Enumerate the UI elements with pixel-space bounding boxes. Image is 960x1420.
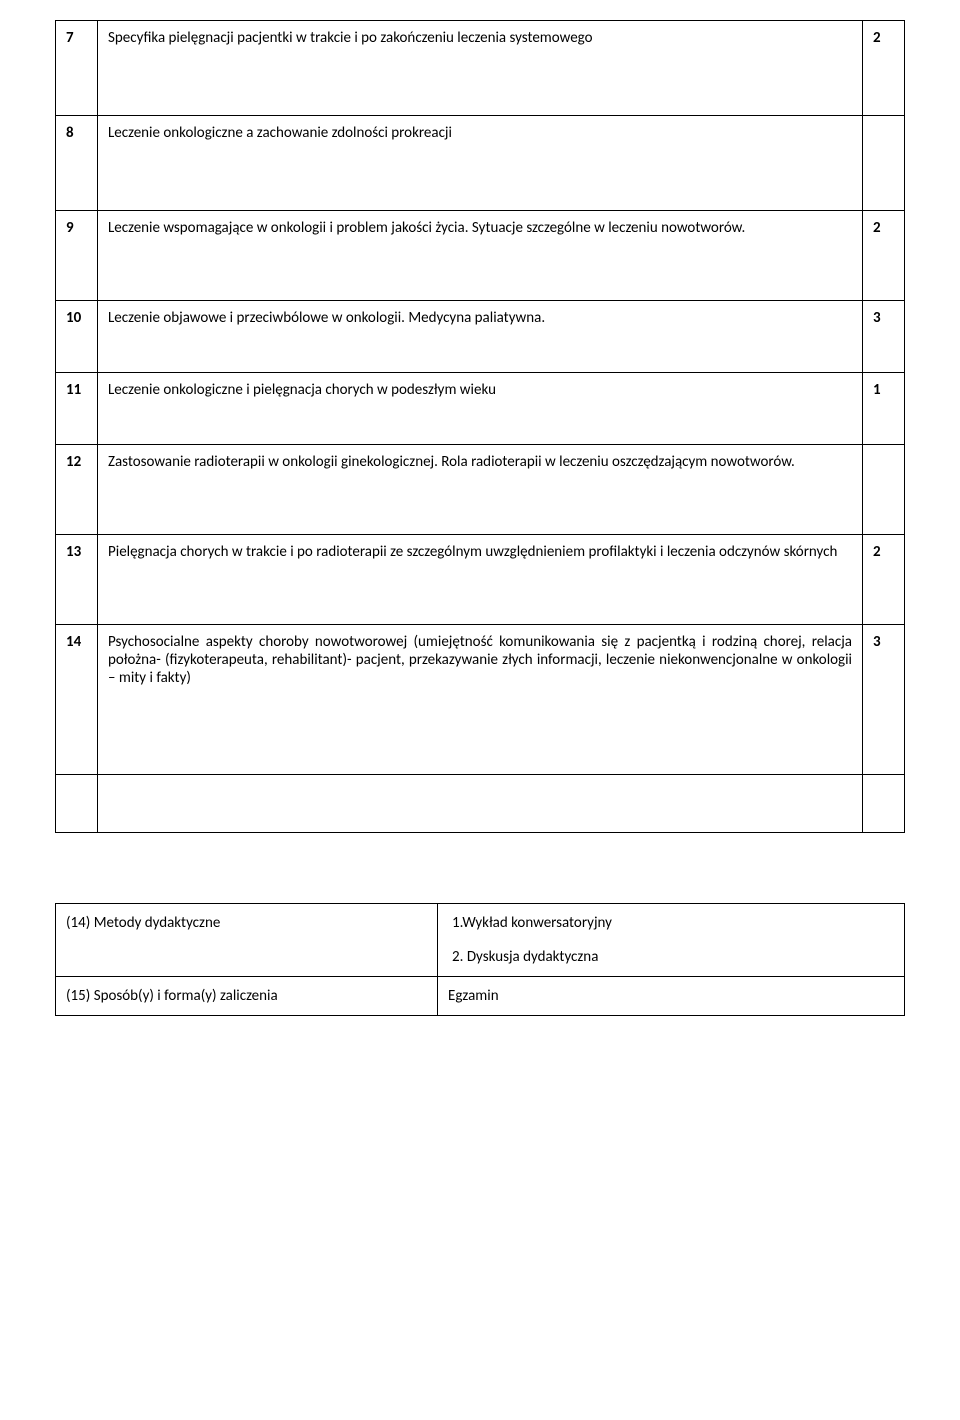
row-description: Zastosowanie radioterapii w onkologii gi… — [98, 445, 863, 535]
row-hours — [863, 775, 905, 833]
row-number: 8 — [56, 116, 98, 211]
row-number: 12 — [56, 445, 98, 535]
table-row: 14 Psychosocialne aspekty choroby nowotw… — [56, 625, 905, 775]
method-line: 1.Wykład konwersatoryjny — [448, 914, 894, 932]
row-number: 10 — [56, 301, 98, 373]
row-description: Leczenie objawowe i przeciwbólowe w onko… — [98, 301, 863, 373]
row-number: 14 — [56, 625, 98, 775]
table-row: 8 Leczenie onkologiczne a zachowanie zdo… — [56, 116, 905, 211]
table-row: 9 Leczenie wspomagające w onkologii i pr… — [56, 211, 905, 301]
row-description: Specyfika pielęgnacji pacjentki w trakci… — [98, 21, 863, 116]
row-number — [56, 775, 98, 833]
methods-value: 1.Wykład konwersatoryjny 2. Dyskusja dyd… — [438, 904, 905, 977]
table-row: 13 Pielęgnacja chorych w trakcie i po ra… — [56, 535, 905, 625]
row-hours — [863, 116, 905, 211]
row-description: Pielęgnacja chorych w trakcie i po radio… — [98, 535, 863, 625]
table-row: 7 Specyfika pielęgnacji pacjentki w trak… — [56, 21, 905, 116]
table-row: (14) Metody dydaktyczne 1.Wykład konwers… — [56, 904, 905, 977]
row-hours: 3 — [863, 301, 905, 373]
row-hours: 2 — [863, 211, 905, 301]
table-row: 11 Leczenie onkologiczne i pielęgnacja c… — [56, 373, 905, 445]
row-description: Leczenie onkologiczne i pielęgnacja chor… — [98, 373, 863, 445]
methods-label: (14) Metody dydaktyczne — [56, 904, 438, 977]
row-description — [98, 775, 863, 833]
row-number: 9 — [56, 211, 98, 301]
syllabus-table: 7 Specyfika pielęgnacji pacjentki w trak… — [55, 20, 905, 833]
assessment-label: (15) Sposób(y) i forma(y) zaliczenia — [56, 977, 438, 1016]
bottom-table: (14) Metody dydaktyczne 1.Wykład konwers… — [55, 903, 905, 1016]
table-row: (15) Sposób(y) i forma(y) zaliczenia Egz… — [56, 977, 905, 1016]
row-hours: 2 — [863, 535, 905, 625]
row-description: Leczenie onkologiczne a zachowanie zdoln… — [98, 116, 863, 211]
row-hours: 2 — [863, 21, 905, 116]
row-hours: 1 — [863, 373, 905, 445]
row-number: 13 — [56, 535, 98, 625]
row-number: 7 — [56, 21, 98, 116]
table-row-empty — [56, 775, 905, 833]
row-description: Leczenie wspomagające w onkologii i prob… — [98, 211, 863, 301]
assessment-value: Egzamin — [438, 977, 905, 1016]
table-row: 12 Zastosowanie radioterapii w onkologii… — [56, 445, 905, 535]
row-number: 11 — [56, 373, 98, 445]
table-row: 10 Leczenie objawowe i przeciwbólowe w o… — [56, 301, 905, 373]
row-hours: 3 — [863, 625, 905, 775]
method-line: 2. Dyskusja dydaktyczna — [448, 948, 894, 966]
row-hours — [863, 445, 905, 535]
row-description: Psychosocialne aspekty choroby nowotworo… — [98, 625, 863, 775]
